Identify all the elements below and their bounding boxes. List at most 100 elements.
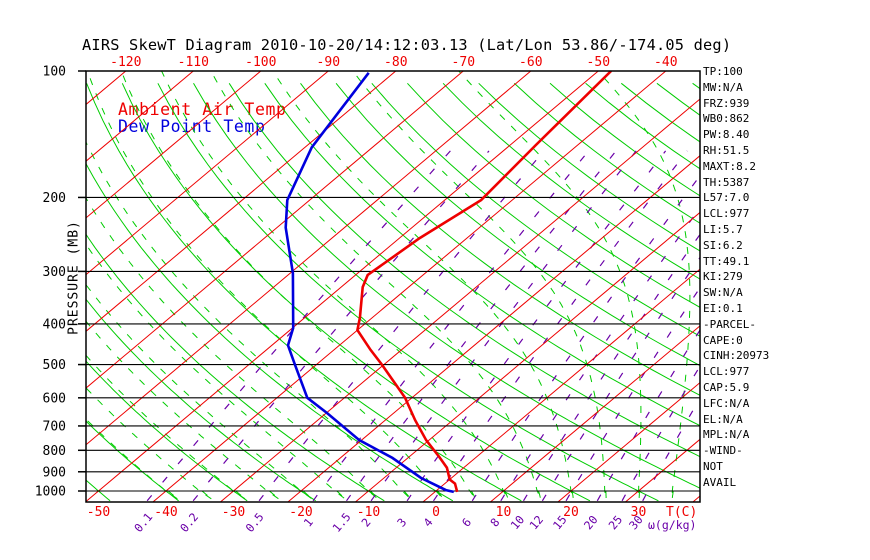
stat-line: -PARCEL- — [703, 317, 756, 331]
stat-line: CINH:20973 — [703, 349, 770, 363]
bottom-axis-tick-label: -40 — [154, 505, 177, 520]
top-axis-tick-label: -120 — [110, 55, 141, 70]
bottom-axis-tick-label: -20 — [289, 505, 312, 520]
top-axis-tick-label: -80 — [384, 55, 407, 70]
mixing-ratio-line — [146, 150, 451, 502]
moist-adiabat-line — [458, 71, 642, 500]
bottom-axis-tick-label: 0 — [432, 505, 440, 520]
mixing-ratio-tick-label: 0.1 — [131, 510, 155, 535]
stat-line: WB0:862 — [703, 112, 750, 126]
dry-adiabat-line — [585, 82, 700, 170]
stat-line: PW:8.40 — [703, 128, 750, 142]
stat-line: LI:5.7 — [703, 222, 743, 236]
moist-adiabat-line — [86, 197, 380, 501]
top-axis-tick-label: -60 — [519, 55, 542, 70]
stat-line: EI:0.1 — [703, 301, 743, 315]
stat-line: LCL:977 — [703, 207, 750, 221]
dry-adiabat-line — [513, 82, 700, 224]
pressure-tick-label: 400 — [43, 317, 66, 332]
dry-adiabat-line — [0, 83, 42, 501]
isotherm-line — [692, 495, 700, 502]
pressure-tick-label: 1000 — [35, 485, 66, 500]
isotherm-line — [0, 71, 58, 502]
dry-adiabat-line — [86, 233, 385, 502]
temperature-curve — [356, 71, 613, 493]
pressure-tick-label: 900 — [43, 465, 66, 480]
stat-line: AVAIL — [703, 475, 737, 489]
mixing-ratio-tick-label: 6 — [459, 515, 474, 529]
mixing-ratio-tick-label: 25 — [606, 513, 626, 533]
stat-line: TH:5387 — [703, 175, 750, 189]
bottom-axis-tick-label: -30 — [222, 505, 245, 520]
dry-adiabat-line — [86, 298, 316, 502]
sounding-stats-panel: TP:100 MW:N/A FRZ:939 WB0:862 PW:8.40 RH:51.5… — [703, 64, 769, 491]
dry-adiabat-line — [86, 83, 522, 502]
isotherm-line — [355, 211, 700, 502]
dry-adiabat-line — [264, 83, 700, 427]
mixing-unit-label: ω(g/kg) — [648, 518, 696, 532]
moist-adiabat-line — [705, 71, 757, 500]
dry-adiabat-line — [193, 83, 700, 489]
stat-line: LFC:N/A — [703, 396, 750, 410]
dry-adiabat-line — [549, 82, 700, 197]
stat-line: MAXT:8.2 — [703, 159, 756, 173]
top-axis-tick-label: -40 — [654, 55, 677, 70]
dewpoint-curve — [284, 72, 455, 494]
top-axis-tick-label: -90 — [317, 55, 340, 70]
mixing-ratio-tick-label: 3 — [394, 515, 409, 529]
dry-adiabat-line — [86, 360, 248, 502]
mixing-ratio-line — [406, 150, 667, 502]
isotherm-line — [86, 71, 329, 276]
stat-line: TP:100 — [703, 65, 743, 78]
dry-adiabat-line — [157, 83, 659, 502]
pressure-tick-label: 600 — [43, 391, 66, 406]
dry-adiabat-line — [121, 83, 591, 502]
stat-line: KI:279 — [703, 270, 743, 284]
stat-line: SW:N/A — [703, 286, 743, 300]
isotherm-line — [422, 268, 700, 502]
moist-adiabat-line — [272, 71, 574, 501]
mixing-ratio-line — [433, 150, 688, 502]
mixing-ratio-tick-label: 0.5 — [243, 510, 267, 535]
pressure-tick-label: 100 — [43, 65, 66, 80]
isotherm-line — [287, 155, 700, 502]
top-axis-tick-label: -100 — [245, 55, 276, 70]
mixing-ratio-tick-label: 12 — [526, 513, 546, 533]
pressure-tick-label: 200 — [43, 191, 66, 206]
stat-line: TT:49.1 — [703, 254, 750, 268]
dry-adiabat-line — [656, 82, 700, 116]
dry-adiabat-line — [478, 82, 700, 252]
chart-title: AIRS SkewT Diagram 2010-10-20/14:12:03.1… — [82, 36, 732, 54]
moist-adiabat-line — [86, 387, 214, 501]
mixing-ratio-line — [312, 150, 590, 502]
top-axis-tick-label: -70 — [452, 55, 475, 70]
dry-adiabat-line — [86, 420, 179, 502]
stat-line: SI:6.2 — [703, 238, 743, 252]
isotherm-line — [86, 71, 194, 162]
stat-line: CAP:5.9 — [703, 380, 750, 394]
dry-adiabat-line — [620, 82, 700, 143]
dry-adiabat-line — [371, 82, 700, 337]
moist-adiabat-line — [87, 71, 445, 501]
dry-adiabat-line — [335, 82, 700, 367]
stat-line: NOT — [703, 459, 723, 473]
dry-adiabat-line — [728, 83, 870, 501]
pressure-tick-label: 300 — [43, 265, 66, 280]
pressure-tick-label: 800 — [43, 444, 66, 459]
bottom-axis-tick-label: -50 — [87, 505, 110, 520]
isotherm-line — [86, 71, 464, 389]
bottom-axis-tick-label: 20 — [563, 505, 579, 520]
bottom-axis-tick-label: 30 — [631, 505, 647, 520]
mixing-ratio-line — [621, 365, 700, 502]
isotherm-line — [86, 71, 532, 446]
moist-adiabat-line — [161, 71, 509, 501]
dry-adiabat-line — [407, 82, 700, 308]
moist-adiabat-line — [86, 141, 412, 501]
mixing-ratio-tick-label: 15 — [550, 513, 570, 533]
dry-adiabat-line — [692, 82, 700, 90]
dry-adiabat-line — [300, 82, 700, 396]
top-axis-tick-label: -50 — [587, 55, 610, 70]
isotherm-line — [86, 71, 397, 332]
